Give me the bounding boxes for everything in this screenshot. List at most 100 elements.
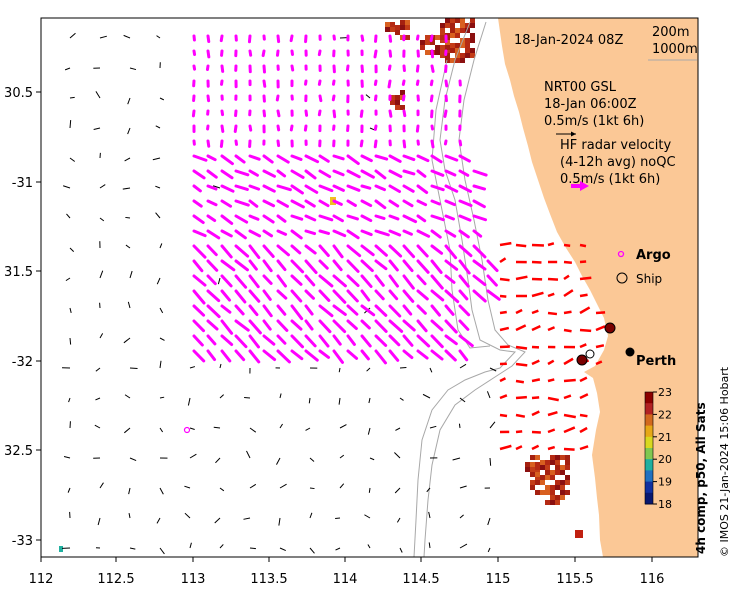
gsl-vector xyxy=(459,397,466,403)
sst-pixel xyxy=(550,455,555,460)
hf-vector xyxy=(234,214,249,224)
shelf-vector xyxy=(563,378,576,383)
hf-vector xyxy=(360,334,372,348)
hf-vector xyxy=(318,319,332,334)
hf-scale-arrowhead-icon xyxy=(580,181,589,191)
hf-vector xyxy=(402,319,416,332)
hf-vector xyxy=(430,304,442,317)
hf-vector xyxy=(206,274,217,286)
argo-float xyxy=(183,426,191,434)
hf-vector xyxy=(374,319,388,333)
hf-vector xyxy=(290,214,304,221)
gsl-vector xyxy=(69,32,76,39)
sst-pixel xyxy=(440,35,445,40)
hf-vector xyxy=(444,304,455,316)
gsl-vector xyxy=(124,427,131,434)
sst-pixel xyxy=(555,480,560,485)
hf-vector xyxy=(332,334,342,346)
hf-vector xyxy=(233,124,238,134)
shelf-vector xyxy=(531,359,540,366)
hf-vector xyxy=(373,49,378,59)
sst-pixel xyxy=(445,53,450,58)
hf-vector xyxy=(192,169,206,180)
hf-vector xyxy=(289,34,294,43)
sst-pixel xyxy=(545,485,550,490)
hf-vector xyxy=(444,214,455,221)
hf-vector xyxy=(331,94,336,102)
colorbar-segment xyxy=(645,459,653,471)
gsl-vector xyxy=(309,457,315,462)
shelf-vector xyxy=(547,326,556,332)
hf-vector xyxy=(472,214,488,222)
hf-vector xyxy=(220,169,234,180)
hf-vector xyxy=(290,199,305,209)
hf-vector xyxy=(206,334,217,346)
hf-vector xyxy=(415,34,420,41)
sst-pixel xyxy=(470,53,475,58)
gsl-vector xyxy=(159,487,164,495)
shelf-vector xyxy=(515,345,528,350)
gsl-vector xyxy=(309,547,315,554)
gsl-vector xyxy=(69,307,72,313)
gsl-vector xyxy=(219,487,225,492)
hf-vector xyxy=(345,64,350,72)
hf-vector xyxy=(332,199,343,206)
hf-vector xyxy=(304,304,314,316)
hf-vector xyxy=(290,229,303,240)
hf-vector xyxy=(304,199,316,208)
hf-vector xyxy=(430,184,445,192)
hf-vector xyxy=(416,184,429,194)
hf-vector xyxy=(444,274,456,284)
sst-pixel xyxy=(445,58,450,63)
hf-vector xyxy=(332,184,345,192)
sst-pixel xyxy=(565,490,570,495)
sst-pixel xyxy=(550,460,555,465)
sst-pixel xyxy=(565,460,570,465)
hf-radar-vector-field xyxy=(191,34,501,365)
hf-vector xyxy=(276,349,291,364)
hf-vector xyxy=(416,214,427,223)
gsl-vector xyxy=(335,547,341,551)
hf-vector xyxy=(429,94,434,103)
hf-vector xyxy=(401,79,406,86)
sst-pixel xyxy=(440,50,445,55)
sst-pixel xyxy=(390,95,395,100)
hf-vector xyxy=(262,154,274,164)
axes: 112 112.5 113 113.5 114 114.5 115 115.5 116 30.5 -… xyxy=(4,86,664,587)
hf-vector xyxy=(360,34,365,42)
isobath-1000m-label: 1000m xyxy=(652,42,698,57)
x-tick-label: 116 xyxy=(640,572,665,587)
shelf-vector xyxy=(515,430,523,434)
gsl-vector xyxy=(429,425,437,429)
gsl-vector xyxy=(219,363,222,369)
hf-vector xyxy=(304,289,315,300)
hf-vector xyxy=(248,289,261,303)
sst-pixel xyxy=(440,38,445,43)
sst-pixel xyxy=(470,18,475,23)
hf-vector xyxy=(458,349,469,362)
hf-vector xyxy=(346,229,360,240)
hf-vector xyxy=(318,229,330,235)
sst-pixel xyxy=(465,28,470,33)
hf-vector xyxy=(276,334,287,345)
hf-vector xyxy=(234,319,250,332)
gsl-vector xyxy=(487,517,491,526)
hf-vector xyxy=(304,349,319,362)
hf-vector xyxy=(388,109,393,118)
hf-vector xyxy=(192,154,208,162)
shelf-vector xyxy=(579,293,588,298)
sst-pixel xyxy=(525,467,530,472)
hf-vector xyxy=(248,154,261,161)
y-tick-label: 32.5 xyxy=(4,444,33,459)
sst-pixel xyxy=(550,495,555,500)
gsl-vector xyxy=(69,337,72,345)
hf-vector xyxy=(388,49,393,58)
hf-vector xyxy=(290,154,303,161)
sst-pixel xyxy=(460,53,465,58)
hf-vector xyxy=(360,229,373,237)
gsl-vector xyxy=(159,396,165,399)
shelf-vector xyxy=(515,395,527,400)
shelf-vector xyxy=(579,376,588,383)
hf-vector xyxy=(458,169,470,177)
gsl-vector xyxy=(249,427,257,433)
